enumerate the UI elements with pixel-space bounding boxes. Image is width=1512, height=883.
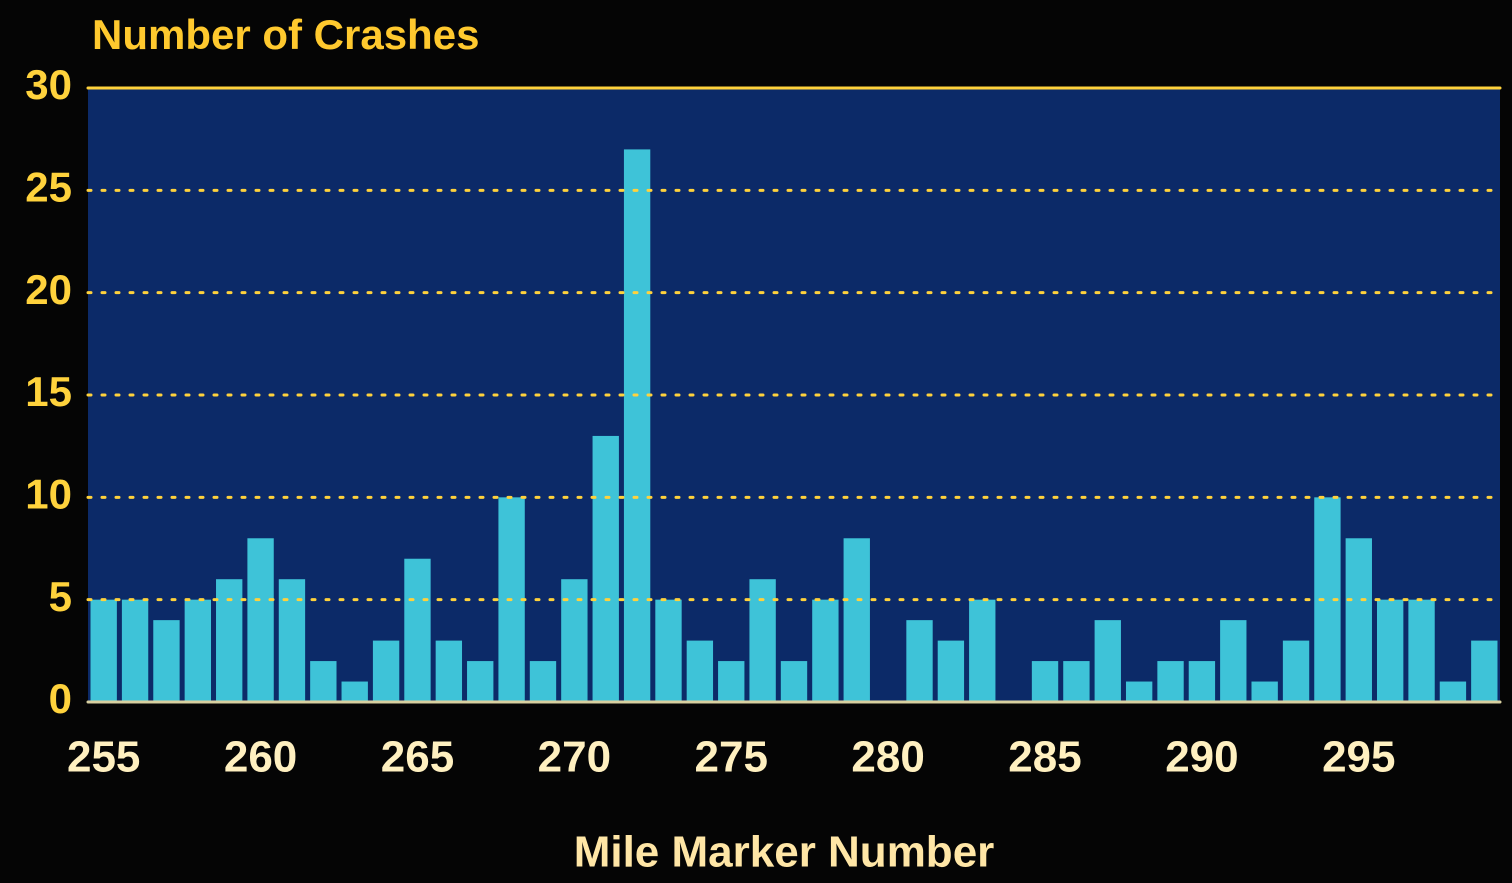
bar (1063, 661, 1090, 702)
x-tick-label: 265 (381, 733, 454, 782)
bar (216, 579, 243, 702)
bar (247, 538, 274, 702)
x-tick-label: 255 (67, 733, 140, 782)
bar (435, 640, 463, 702)
bar (623, 149, 651, 702)
bar (1408, 599, 1435, 702)
y-tick-label: 30 (25, 61, 72, 108)
bar (467, 661, 494, 702)
bar (780, 661, 808, 702)
bar (1251, 681, 1278, 702)
bar (153, 620, 180, 702)
bar (184, 599, 212, 702)
y-tick-label: 0 (49, 675, 72, 722)
bar (404, 558, 431, 702)
bar (906, 620, 933, 702)
bar (278, 579, 306, 702)
bar (529, 661, 557, 702)
bar (969, 599, 996, 702)
y-tick-label: 25 (25, 163, 72, 210)
bar (1439, 681, 1467, 702)
bar (812, 599, 839, 702)
bar (90, 599, 117, 702)
bar (1345, 538, 1372, 702)
bar (1125, 681, 1153, 702)
x-axis-title: Mile Marker Number (574, 828, 995, 877)
bar (1094, 620, 1121, 702)
bar (1282, 640, 1310, 702)
bar (655, 599, 682, 702)
bar (1188, 661, 1216, 702)
bar (937, 640, 965, 702)
bar (341, 681, 368, 702)
bar (1031, 661, 1059, 702)
bar (1157, 661, 1184, 702)
y-tick-label: 15 (25, 368, 72, 415)
x-tick-label: 270 (538, 733, 611, 782)
x-tick-label: 295 (1322, 733, 1395, 782)
bar (121, 599, 149, 702)
y-tick-label: 20 (25, 266, 72, 313)
bar (843, 538, 870, 702)
y-tick-label: 10 (25, 470, 72, 517)
bar (686, 640, 714, 702)
bar (1220, 620, 1247, 702)
bar (561, 579, 588, 702)
bar (1376, 599, 1404, 702)
bar (372, 640, 400, 702)
x-tick-label: 260 (224, 733, 297, 782)
x-tick-label: 280 (851, 733, 924, 782)
bar (718, 661, 745, 702)
bar (1471, 640, 1498, 702)
x-tick-label: 275 (695, 733, 768, 782)
bar (310, 661, 337, 702)
y-axis-title: Number of Crashes (92, 11, 479, 58)
x-tick-label: 290 (1165, 733, 1238, 782)
bar (749, 579, 776, 702)
x-tick-label: 285 (1008, 733, 1081, 782)
bar (592, 435, 619, 702)
y-tick-label: 5 (49, 573, 72, 620)
